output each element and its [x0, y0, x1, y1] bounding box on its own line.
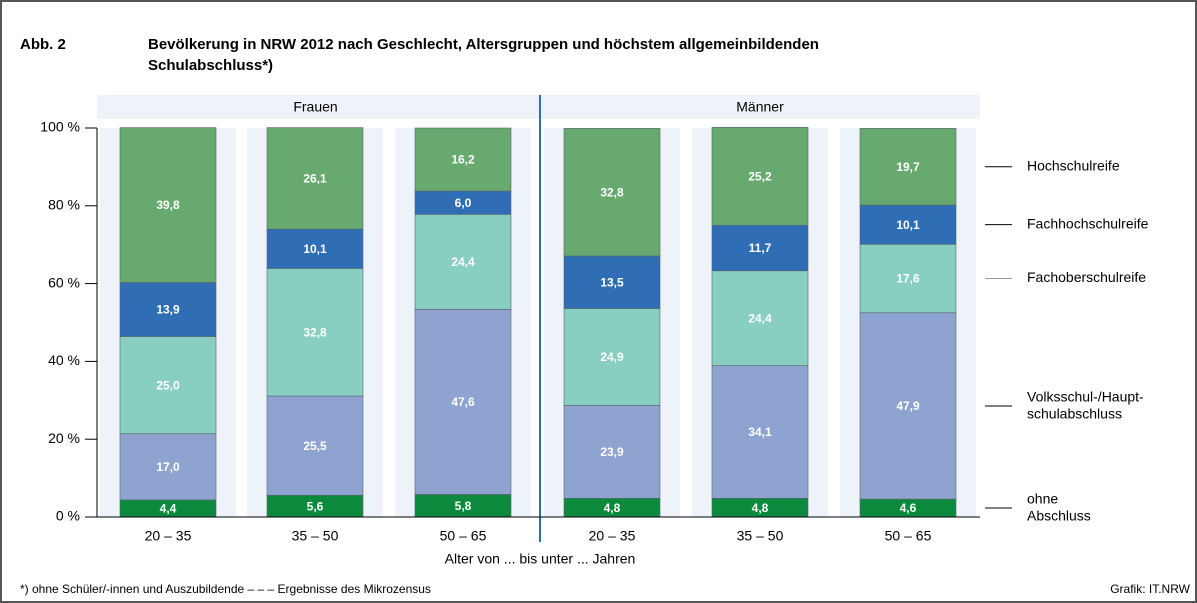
value-label: 24,9	[600, 350, 624, 364]
bar-segment	[563, 308, 661, 406]
value-label: 39,8	[156, 198, 180, 212]
x-tick-label: 35 – 50	[292, 528, 339, 544]
bar-segment	[266, 395, 364, 496]
value-label: 25,2	[748, 169, 772, 183]
bar-segment	[563, 255, 661, 309]
chart-title: Bevölkerung in NRW 2012 nach Geschlecht,…	[148, 36, 819, 74]
group-label: Männer	[736, 99, 784, 115]
value-label: 47,6	[451, 395, 475, 409]
bar-segment	[563, 128, 661, 257]
legend-label: Fachoberschulreife	[1027, 269, 1146, 285]
value-label: 10,1	[896, 218, 920, 232]
bar-segment	[414, 127, 512, 192]
footnote: *) ohne Schüler/-innen und Auszubildende…	[20, 582, 431, 596]
bar-segment	[266, 268, 364, 397]
y-tick-label: 40 %	[48, 352, 80, 368]
value-label: 32,8	[303, 325, 327, 339]
value-label: 11,7	[749, 241, 772, 255]
bar-segment	[266, 127, 364, 230]
value-label: 23,9	[600, 445, 624, 459]
bar-segment	[119, 127, 217, 283]
value-label: 24,4	[748, 311, 772, 325]
value-label: 4,4	[160, 502, 177, 516]
legend-label: Fachhochschulreife	[1027, 215, 1149, 231]
value-label: 34,1	[748, 425, 772, 439]
value-label: 10,1	[303, 242, 327, 256]
value-label: 5,8	[455, 499, 472, 513]
legend-label: Volksschul-/Haupt-schulabschluss	[1027, 388, 1144, 421]
y-tick-label: 100 %	[40, 119, 80, 135]
value-label: 13,9	[156, 303, 180, 317]
y-tick-label: 80 %	[48, 197, 80, 213]
value-label: 19,7	[896, 160, 920, 174]
value-label: 13,5	[600, 275, 624, 289]
bar-segment	[119, 282, 217, 337]
x-tick-label: 35 – 50	[737, 528, 784, 544]
x-tick-label: 50 – 65	[440, 528, 487, 544]
value-label: 25,0	[156, 378, 180, 392]
bar-segment	[119, 433, 217, 501]
bar-segment	[859, 204, 957, 245]
bar-segment	[711, 365, 809, 499]
x-axis-title: Alter von ... bis unter ... Jahren	[445, 551, 636, 567]
value-label: 24,4	[451, 255, 475, 269]
bar-segment	[711, 126, 809, 226]
value-label: 4,8	[604, 501, 621, 515]
value-label: 4,8	[752, 501, 769, 515]
bar-segment	[711, 270, 809, 366]
value-label: 32,8	[600, 185, 624, 199]
x-tick-label: 50 – 65	[885, 528, 932, 544]
bar-segment	[563, 405, 661, 499]
value-label: 17,6	[896, 272, 920, 286]
y-tick-label: 60 %	[48, 274, 80, 290]
value-label: 5,6	[307, 499, 324, 513]
value-label: 26,1	[303, 172, 327, 186]
legend-label: ohne Abschluss	[1027, 490, 1091, 523]
value-label: 6,0	[455, 196, 472, 210]
value-label: 47,9	[896, 399, 920, 413]
value-label: 16,2	[451, 153, 475, 167]
value-label: 4,6	[900, 501, 917, 515]
figure-label: Abb. 2	[20, 36, 66, 53]
bar-segment	[859, 128, 957, 206]
y-tick-label: 0 %	[56, 508, 80, 524]
value-label: 17,0	[156, 460, 180, 474]
y-tick-label: 20 %	[48, 430, 80, 446]
header-band	[97, 95, 980, 119]
bar-segment	[859, 244, 957, 314]
source: Grafik: IT.NRW	[1110, 582, 1190, 596]
bar-segment	[266, 228, 364, 269]
legend-label: Hochschulreife	[1027, 157, 1120, 173]
x-tick-label: 20 – 35	[145, 528, 192, 544]
bar-segment	[414, 308, 512, 495]
value-label: 25,5	[303, 439, 327, 453]
bar-segment	[414, 214, 512, 310]
x-tick-label: 20 – 35	[589, 528, 636, 544]
group-label: Frauen	[293, 99, 337, 115]
